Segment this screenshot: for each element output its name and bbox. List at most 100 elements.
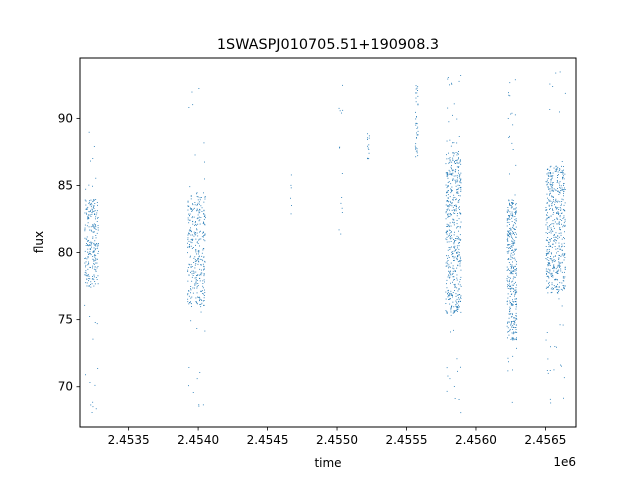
- data-point: [509, 95, 511, 97]
- data-point: [89, 242, 91, 243]
- data-point: [447, 276, 449, 278]
- data-point: [417, 90, 418, 91]
- data-point: [514, 79, 516, 81]
- data-point: [562, 285, 564, 286]
- data-point: [562, 209, 564, 210]
- data-point: [90, 229, 92, 231]
- data-point: [449, 230, 451, 231]
- data-point: [456, 358, 458, 360]
- data-point: [195, 283, 197, 285]
- data-point: [562, 172, 564, 174]
- data-point: [547, 271, 549, 273]
- data-point: [197, 258, 199, 260]
- data-point: [507, 118, 509, 119]
- data-point: [515, 164, 517, 166]
- data-point: [548, 243, 550, 245]
- data-point: [556, 201, 558, 203]
- data-point: [510, 205, 512, 206]
- data-point: [204, 178, 205, 180]
- data-point: [453, 219, 455, 221]
- data-point: [191, 91, 193, 93]
- data-point: [557, 200, 559, 202]
- data-point: [368, 137, 370, 139]
- data-point: [458, 252, 460, 254]
- data-point: [417, 155, 419, 157]
- data-point: [415, 124, 417, 126]
- data-point: [553, 199, 554, 201]
- data-point: [90, 243, 92, 244]
- data-point: [558, 242, 560, 244]
- data-point: [459, 181, 461, 183]
- data-point: [553, 197, 554, 198]
- data-point: [200, 299, 202, 300]
- data-point: [447, 260, 449, 261]
- data-point: [561, 189, 563, 191]
- data-point: [552, 275, 554, 276]
- data-point: [95, 243, 97, 245]
- data-point: [453, 276, 455, 278]
- data-point: [452, 179, 454, 181]
- data-point: [452, 114, 453, 116]
- data-point: [507, 357, 509, 359]
- data-point: [94, 225, 96, 227]
- data-point: [563, 215, 565, 217]
- data-point: [459, 242, 460, 244]
- data-point: [84, 228, 86, 230]
- data-point: [203, 213, 205, 214]
- data-point: [199, 304, 201, 305]
- data-point: [203, 304, 205, 306]
- data-point: [550, 292, 552, 294]
- data-point: [511, 142, 513, 144]
- data-point: [85, 264, 87, 266]
- data-point: [453, 279, 454, 281]
- data-point: [546, 332, 548, 333]
- data-point: [448, 206, 450, 208]
- data-point: [459, 260, 461, 262]
- data-point: [558, 286, 560, 288]
- data-point: [96, 210, 98, 212]
- data-point: [92, 209, 93, 211]
- data-point: [551, 246, 553, 248]
- data-point: [188, 385, 189, 387]
- data-point: [88, 217, 90, 219]
- data-point: [512, 325, 514, 327]
- data-point: [191, 217, 193, 219]
- data-point: [86, 213, 88, 215]
- data-point: [453, 312, 455, 314]
- data-point: [90, 202, 92, 204]
- data-point: [446, 230, 448, 232]
- data-point: [552, 260, 554, 262]
- data-point: [557, 235, 559, 237]
- data-point: [415, 92, 417, 94]
- data-point: [548, 276, 549, 278]
- data-point: [198, 210, 200, 212]
- data-point: [191, 273, 193, 275]
- data-point: [454, 197, 456, 198]
- data-point: [513, 251, 515, 252]
- data-point: [451, 306, 452, 308]
- data-point: [556, 208, 558, 209]
- data-point: [457, 226, 459, 227]
- data-point: [446, 367, 448, 369]
- data-point: [447, 78, 449, 80]
- data-point: [87, 215, 89, 217]
- data-point: [87, 268, 89, 270]
- data-point: [198, 261, 200, 263]
- data-point: [451, 246, 452, 248]
- data-point: [552, 172, 554, 174]
- data-point: [509, 330, 511, 332]
- data-point: [199, 299, 201, 301]
- data-point: [189, 219, 191, 221]
- data-point: [559, 282, 561, 284]
- data-point: [513, 267, 514, 269]
- data-point: [197, 223, 199, 225]
- data-point: [456, 238, 458, 240]
- data-point: [199, 255, 200, 257]
- data-point: [204, 198, 206, 200]
- data-point: [553, 240, 555, 242]
- data-point: [509, 296, 511, 297]
- data-point: [516, 318, 518, 320]
- data-point: [415, 122, 417, 124]
- data-point: [452, 180, 454, 181]
- data-point: [550, 252, 552, 254]
